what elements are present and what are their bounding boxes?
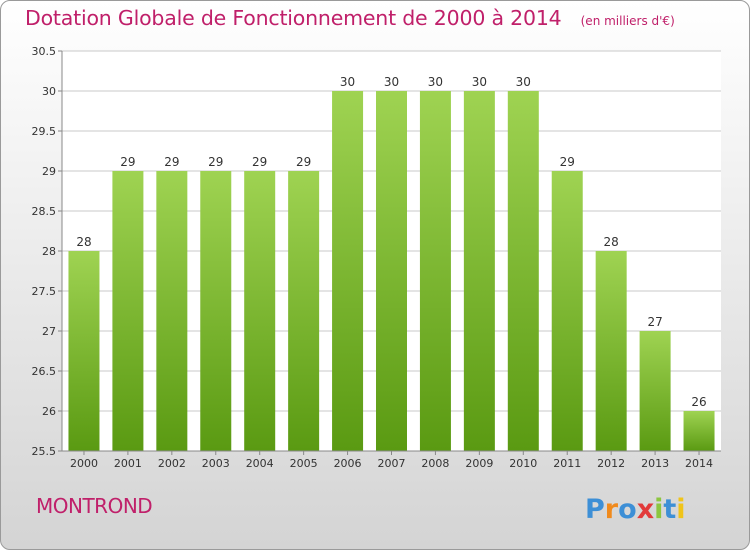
chart-title-block: Dotation Globale de Fonctionnement de 20…	[25, 6, 675, 30]
bar	[419, 91, 451, 451]
bar	[683, 411, 715, 451]
x-tick-label: 2000	[70, 457, 98, 470]
x-tick-label: 2013	[641, 457, 669, 470]
x-tick-label: 2002	[158, 457, 186, 470]
y-tick-label: 30	[42, 85, 56, 98]
bar	[112, 171, 144, 451]
x-tick-label: 2014	[685, 457, 713, 470]
bar-value-label: 30	[340, 75, 355, 89]
commune-name: MONTROND	[36, 494, 153, 518]
bar-value-label: 30	[472, 75, 487, 89]
bar	[507, 91, 539, 451]
bar	[244, 171, 276, 451]
bar-value-label: 28	[604, 235, 619, 249]
y-tick-label: 28.5	[32, 205, 57, 218]
bar-value-label: 29	[164, 155, 179, 169]
bar	[551, 171, 583, 451]
bar	[376, 91, 407, 451]
y-tick-label: 27.5	[32, 285, 57, 298]
x-tick-label: 2001	[114, 457, 142, 470]
proxiti-logo: Proxiti	[585, 494, 686, 525]
y-tick-label: 26	[42, 405, 56, 418]
bar-value-label: 26	[691, 395, 706, 409]
bar	[639, 331, 671, 451]
bar	[463, 91, 495, 451]
bar	[332, 91, 364, 451]
bar-value-label: 27	[647, 315, 662, 329]
x-tick-label: 2004	[246, 457, 274, 470]
bar-value-label: 29	[208, 155, 223, 169]
bar-value-label: 29	[120, 155, 135, 169]
x-tick-label: 2008	[421, 457, 449, 470]
x-tick-label: 2007	[378, 457, 406, 470]
y-tick-label: 30.5	[32, 45, 57, 58]
bar-value-label: 30	[516, 75, 531, 89]
bar-value-label: 28	[76, 235, 91, 249]
x-tick-label: 2011	[553, 457, 581, 470]
bar	[200, 171, 232, 451]
y-tick-label: 27	[42, 325, 56, 338]
bar-value-label: 30	[428, 75, 443, 89]
y-tick-label: 29.5	[32, 125, 57, 138]
svg-text:Proxiti: Proxiti	[585, 494, 686, 525]
x-tick-label: 2009	[465, 457, 493, 470]
y-tick-label: 26.5	[32, 365, 57, 378]
y-tick-label: 28	[42, 245, 56, 258]
x-tick-label: 2010	[509, 457, 537, 470]
bar	[156, 171, 188, 451]
chart-title: Dotation Globale de Fonctionnement de 20…	[25, 6, 562, 30]
y-tick-label: 29	[42, 165, 56, 178]
x-tick-label: 2005	[290, 457, 318, 470]
bar	[288, 171, 320, 451]
x-tick-label: 2006	[334, 457, 362, 470]
bar	[68, 251, 100, 451]
y-tick-label: 25.5	[32, 445, 57, 458]
bar-value-label: 29	[252, 155, 267, 169]
x-tick-label: 2012	[597, 457, 625, 470]
bar-value-label: 29	[560, 155, 575, 169]
bar-value-label: 29	[296, 155, 311, 169]
x-tick-label: 2003	[202, 457, 230, 470]
unit-note: (en milliers d'€)	[580, 14, 675, 28]
bar	[595, 251, 627, 451]
bar-value-label: 30	[384, 75, 399, 89]
